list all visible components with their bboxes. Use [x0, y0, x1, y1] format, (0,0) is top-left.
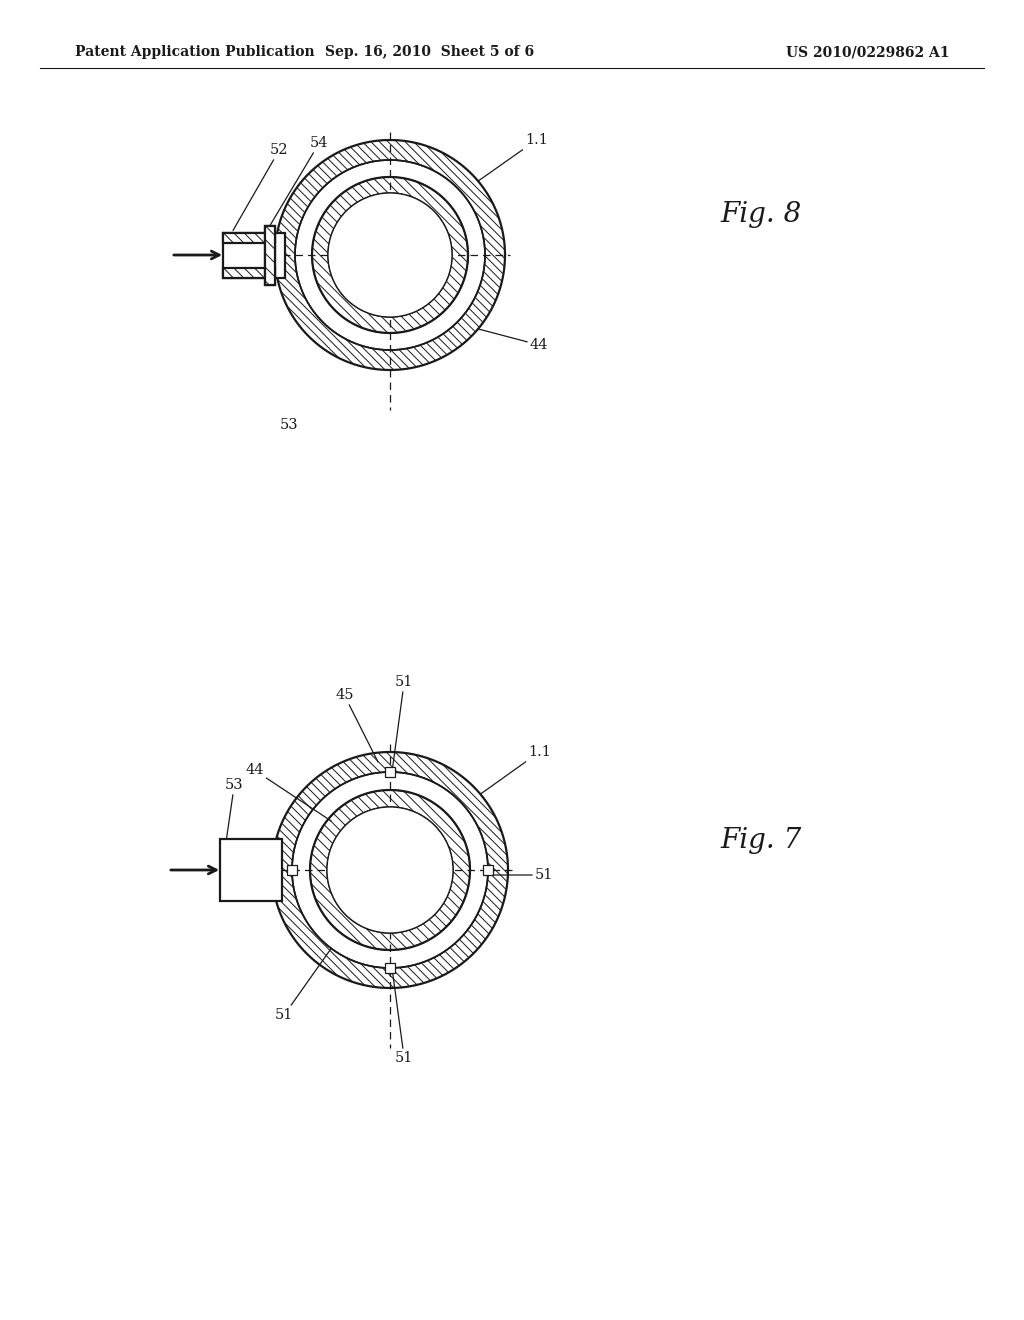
Text: 51: 51: [488, 869, 553, 882]
Bar: [265, 226, 275, 285]
Text: 51: 51: [392, 675, 414, 772]
Text: US 2010/0229862 A1: US 2010/0229862 A1: [786, 45, 950, 59]
Bar: [287, 865, 297, 875]
Text: 53: 53: [225, 777, 244, 849]
Bar: [385, 767, 395, 777]
Text: Sep. 16, 2010  Sheet 5 of 6: Sep. 16, 2010 Sheet 5 of 6: [326, 45, 535, 59]
Text: 51: 51: [392, 968, 414, 1065]
Text: 44: 44: [478, 329, 549, 352]
Bar: [220, 840, 282, 902]
Text: Fig. 8: Fig. 8: [720, 202, 801, 228]
Circle shape: [328, 193, 452, 317]
Bar: [223, 232, 275, 243]
Text: 45: 45: [335, 688, 378, 762]
Text: Fig. 7: Fig. 7: [720, 826, 801, 854]
Text: 51: 51: [275, 948, 331, 1022]
Bar: [223, 232, 285, 277]
Text: 44: 44: [245, 763, 331, 821]
Bar: [385, 964, 395, 973]
Bar: [483, 865, 493, 875]
Text: 1.1: 1.1: [478, 133, 548, 181]
Text: 52: 52: [233, 143, 289, 231]
Text: 1.1: 1.1: [480, 744, 551, 795]
Text: 54: 54: [267, 136, 329, 231]
Circle shape: [327, 807, 453, 933]
Text: Patent Application Publication: Patent Application Publication: [75, 45, 314, 59]
Bar: [223, 268, 275, 277]
Bar: [265, 226, 275, 285]
Text: 53: 53: [280, 418, 299, 432]
